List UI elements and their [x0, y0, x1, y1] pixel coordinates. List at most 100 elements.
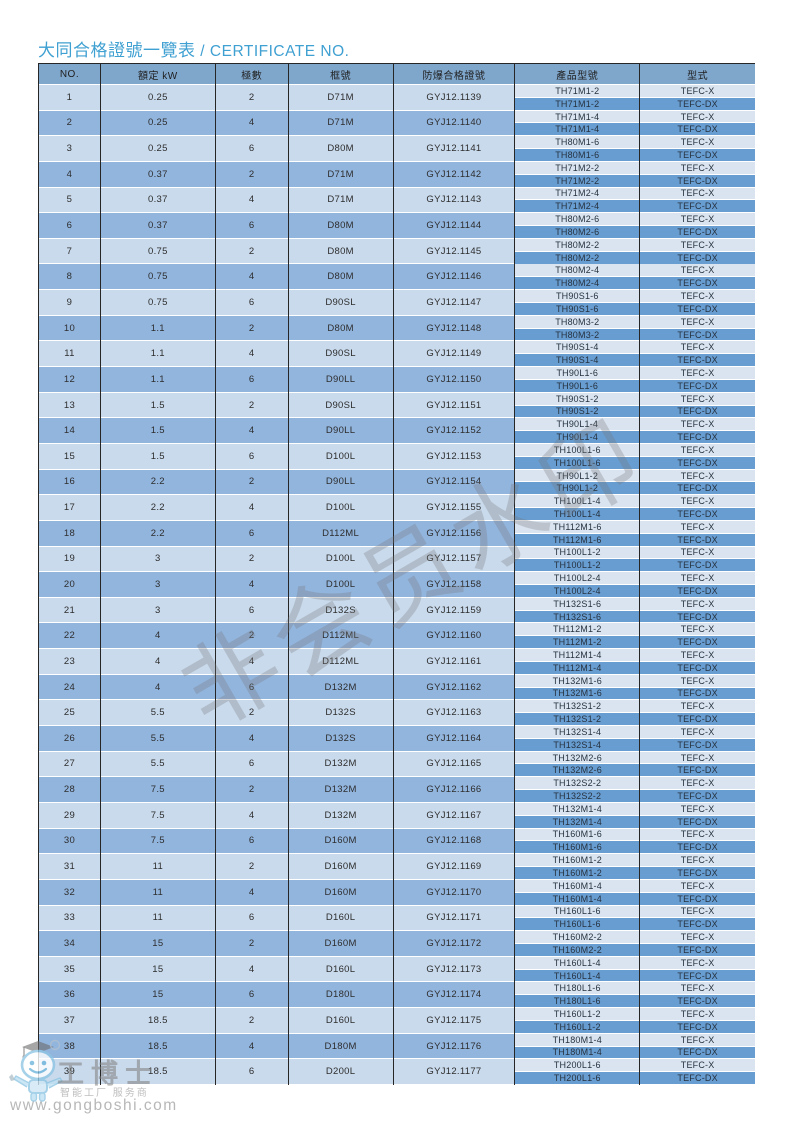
cell-frame_no: D132S: [288, 726, 393, 752]
subcell-type: TEFC-X: [640, 879, 756, 893]
cell-explosion_proof_cert_no: GYJ12.1174: [393, 982, 515, 1009]
cell-explosion_proof_cert_no: GYJ12.1139: [393, 85, 515, 111]
cell-frame_no: D132M: [288, 802, 393, 829]
cell-rated_kw: 15: [100, 956, 215, 983]
subcell-type: TEFC-X: [640, 1033, 756, 1047]
cellgroup-product_model: TH132M1-6 TH132M1-6: [515, 674, 640, 701]
subcell-type: TEFC-X: [640, 290, 756, 303]
cell-rated_kw: 0.75: [100, 290, 215, 316]
subcell-type: TEFC-X: [640, 956, 756, 970]
cell-frame_no: D80M: [288, 238, 393, 265]
subcell-product_model: TH90L1-6: [515, 379, 640, 393]
cell-explosion_proof_cert_no: GYJ12.1173: [393, 956, 515, 983]
cell-poles: 2: [215, 238, 288, 265]
cell-no: 15: [39, 443, 100, 470]
subcell-type: TEFC-X: [640, 367, 756, 380]
subcell-product_model: TH132S2-2: [515, 777, 640, 791]
cellgroup-product_model: TH80M2-6 TH80M2-6: [515, 213, 640, 239]
cell-frame_no: D80M: [288, 264, 393, 291]
subcell-type: TEFC-X: [640, 649, 756, 662]
cellgroup-type: TEFC-X TEFC-DX: [640, 367, 756, 393]
cell-no: 2: [39, 110, 100, 137]
cell-rated_kw: 0.25: [100, 136, 215, 162]
table-column-poles: 極數 2 4 6 2 4 6 2 4 6 2 4 6 2 4 6 2 4 6 2 4 6 2 4 6 2 4 6 2 4 6 2 4 6 2 4 6 2 4…: [215, 64, 289, 1085]
cellgroup-product_model: TH90L1-4 TH90L1-4: [515, 418, 640, 444]
cellgroup-type: TEFC-X TEFC-DX: [640, 649, 756, 675]
cellgroup-product_model: TH180M1-4 TH180M1-4: [515, 1033, 640, 1060]
logo-url-text: www.gongboshi.com: [10, 1097, 178, 1114]
subcell-product_model: TH80M3-2: [515, 315, 640, 329]
cell-no: 32: [39, 879, 100, 906]
subcell-product_model: TH112M1-2: [515, 623, 640, 637]
cellgroup-product_model: TH160M1-4 TH160M1-4: [515, 879, 640, 906]
cell-no: 37: [39, 1008, 100, 1034]
page-title-english: / CERTIFICATE NO.: [195, 43, 350, 60]
subcell-type: TEFC-X: [640, 264, 756, 278]
cell-explosion_proof_cert_no: GYJ12.1150: [393, 367, 515, 393]
cell-frame_no: D112ML: [288, 520, 393, 547]
subcell-product_model: TH71M1-4: [515, 110, 640, 124]
cell-frame_no: D132M: [288, 777, 393, 803]
cell-rated_kw: 7.5: [100, 777, 215, 803]
subcell-type: TEFC-X: [640, 1059, 756, 1073]
subcell-type: TEFC-X: [640, 854, 756, 868]
subcell-product_model: TH71M2-4: [515, 187, 640, 201]
subcell-product_model: TH160L1-4: [515, 969, 640, 983]
cell-rated_kw: 1.5: [100, 392, 215, 419]
cellgroup-type: TEFC-X TEFC-DX: [640, 751, 756, 778]
cellgroup-product_model: TH132M2-6 TH132M2-6: [515, 751, 640, 778]
cell-rated_kw: 0.75: [100, 238, 215, 265]
cellgroup-product_model: TH80M1-6 TH80M1-6: [515, 136, 640, 162]
subcell-type: TEFC-DX: [640, 713, 756, 727]
cell-rated_kw: 15: [100, 931, 215, 957]
cell-poles: 6: [215, 674, 288, 701]
subcell-product_model: TH112M1-2: [515, 636, 640, 650]
cell-poles: 2: [215, 469, 288, 496]
subcell-type: TEFC-X: [640, 623, 756, 637]
subcell-type: TEFC-X: [640, 85, 756, 98]
cell-explosion_proof_cert_no: GYJ12.1163: [393, 700, 515, 727]
cell-frame_no: D90LL: [288, 367, 393, 393]
subcell-product_model: TH90L1-2: [515, 469, 640, 483]
cell-frame_no: D80M: [288, 315, 393, 342]
cell-no: 34: [39, 931, 100, 957]
subcell-product_model: TH112M1-4: [515, 649, 640, 662]
subcell-type: TEFC-X: [640, 315, 756, 329]
cell-rated_kw: 15: [100, 982, 215, 1009]
cell-no: 28: [39, 777, 100, 803]
subcell-type: TEFC-DX: [640, 302, 756, 316]
cell-explosion_proof_cert_no: GYJ12.1176: [393, 1033, 515, 1060]
cellgroup-type: TEFC-X TEFC-DX: [640, 1059, 756, 1085]
cell-poles: 4: [215, 187, 288, 214]
cell-explosion_proof_cert_no: GYJ12.1177: [393, 1059, 515, 1085]
cell-frame_no: D100L: [288, 443, 393, 470]
subcell-product_model: TH160L1-6: [515, 905, 640, 919]
cell-no: 23: [39, 649, 100, 675]
cell-poles: 4: [215, 264, 288, 291]
cell-frame_no: D80M: [288, 136, 393, 162]
cellgroup-type: TEFC-X TEFC-DX: [640, 238, 756, 265]
subcell-product_model: TH112M1-4: [515, 661, 640, 675]
subcell-product_model: TH160M1-6: [515, 828, 640, 842]
subcell-product_model: TH132M1-6: [515, 674, 640, 688]
cell-poles: 6: [215, 213, 288, 239]
cell-explosion_proof_cert_no: GYJ12.1140: [393, 110, 515, 137]
table-column-no: NO. 1 2 3 4 5 6 7 8 9 10 11 12 13 14 15 16 17 18 19 20 21 22 23…: [39, 64, 101, 1085]
subcell-type: TEFC-DX: [640, 610, 756, 624]
cellgroup-product_model: TH71M1-2 TH71M1-2: [515, 85, 640, 111]
cell-no: 19: [39, 546, 100, 573]
cellgroup-type: TEFC-X TEFC-DX: [640, 623, 756, 650]
subcell-type: TEFC-X: [640, 674, 756, 688]
cellgroup-product_model: TH200L1-6 TH200L1-6: [515, 1059, 640, 1085]
cellgroup-product_model: TH80M2-4 TH80M2-4: [515, 264, 640, 291]
subcell-type: TEFC-X: [640, 161, 756, 175]
cell-poles: 2: [215, 854, 288, 880]
cell-no: 6: [39, 213, 100, 239]
cell-poles: 6: [215, 828, 288, 855]
cell-poles: 4: [215, 879, 288, 906]
subcell-product_model: TH80M1-6: [515, 149, 640, 162]
subcell-product_model: TH132S1-4: [515, 738, 640, 752]
cell-no: 17: [39, 495, 100, 521]
cell-no: 25: [39, 700, 100, 727]
cellgroup-product_model: TH160M1-6 TH160M1-6: [515, 828, 640, 855]
